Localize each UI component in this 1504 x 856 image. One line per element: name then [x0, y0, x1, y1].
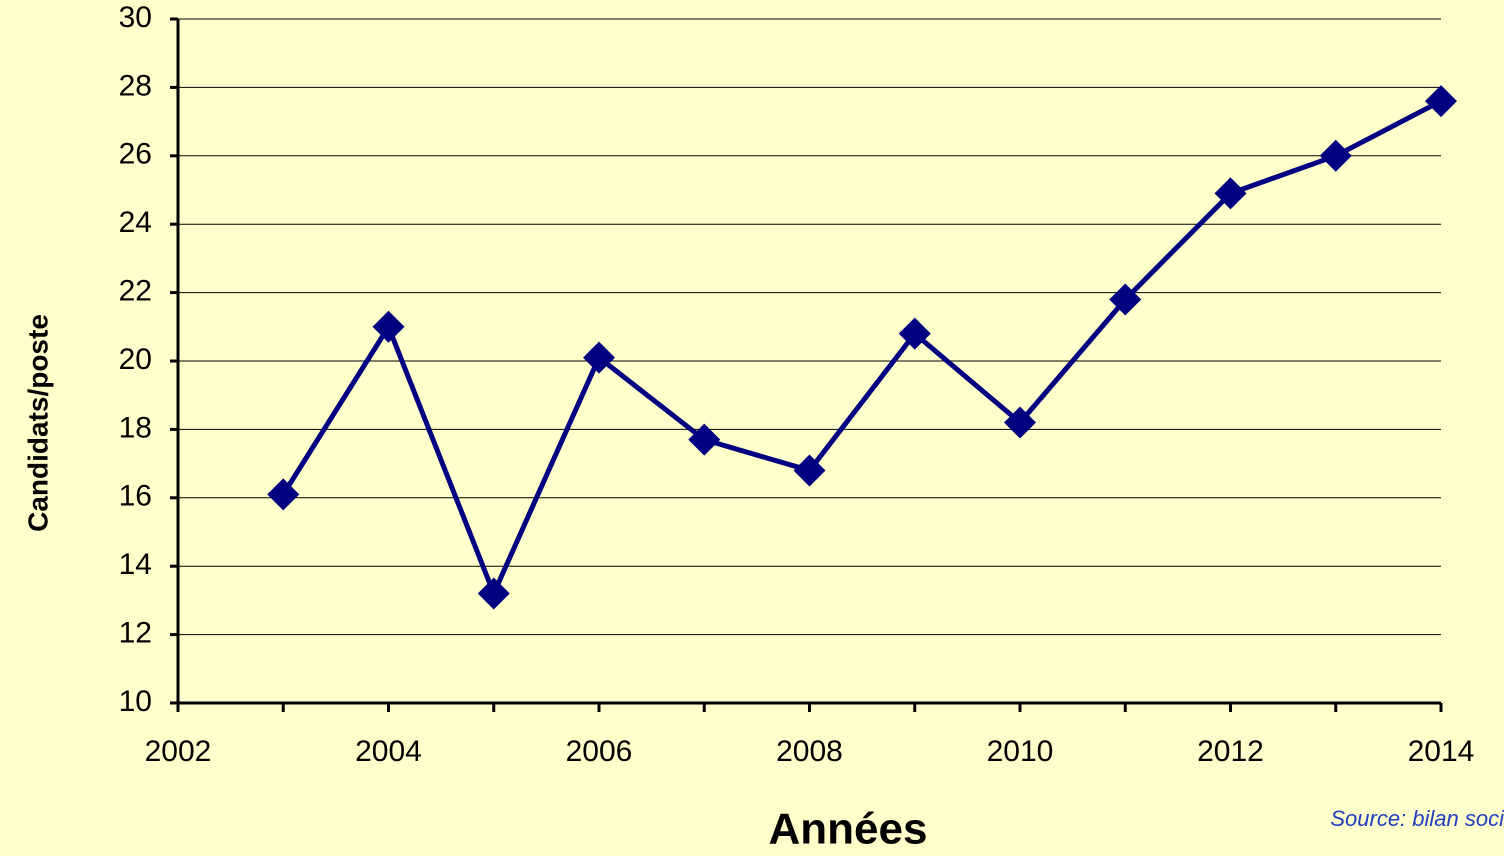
- y-tick-label: 28: [119, 69, 152, 102]
- data-point: [1425, 85, 1457, 118]
- data-point: [372, 310, 405, 343]
- y-tick-label: 26: [119, 138, 152, 171]
- x-tick-label: 2006: [566, 735, 633, 768]
- y-tick-label: 24: [119, 206, 152, 239]
- y-tick-label: 30: [119, 1, 152, 34]
- data-point: [898, 317, 931, 350]
- x-tick-label: 2008: [776, 735, 843, 768]
- x-tick-label: 2010: [987, 735, 1054, 768]
- x-tick-label: 2004: [355, 735, 422, 768]
- data-point: [1109, 283, 1142, 316]
- data-point: [477, 577, 510, 610]
- data-point: [1214, 177, 1247, 210]
- data-point: [583, 341, 615, 374]
- y-tick-label: 22: [119, 275, 152, 308]
- y-tick-label: 10: [119, 685, 152, 718]
- y-axis-title: Candidats/poste: [22, 314, 53, 532]
- x-tick-label: 2012: [1197, 735, 1264, 768]
- y-tick-label: 16: [119, 480, 152, 513]
- y-tick-label: 12: [119, 617, 152, 650]
- data-point: [1004, 406, 1036, 439]
- series-line: [281, 98, 1443, 601]
- x-tick-label: 2014: [1408, 735, 1475, 768]
- data-point: [267, 478, 300, 511]
- y-tick-label: 14: [119, 548, 152, 581]
- x-tick-label: 2002: [145, 735, 212, 768]
- data-point: [688, 423, 721, 456]
- x-axis-title: Années: [769, 805, 928, 854]
- source-note: Source: bilan soci: [1330, 806, 1504, 831]
- data-point: [1319, 139, 1352, 172]
- y-tick-label: 20: [119, 343, 152, 376]
- data-point: [793, 454, 826, 487]
- y-tick-label: 18: [119, 411, 152, 444]
